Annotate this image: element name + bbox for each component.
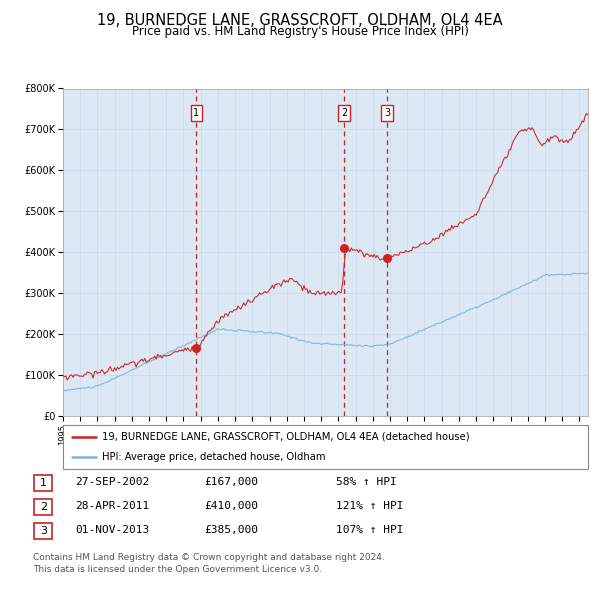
FancyBboxPatch shape <box>34 474 52 491</box>
Text: 27-SEP-2002: 27-SEP-2002 <box>75 477 149 487</box>
Text: 19, BURNEDGE LANE, GRASSCROFT, OLDHAM, OL4 4EA: 19, BURNEDGE LANE, GRASSCROFT, OLDHAM, O… <box>97 13 503 28</box>
Text: £410,000: £410,000 <box>204 502 258 511</box>
Text: 1: 1 <box>40 478 47 487</box>
Text: This data is licensed under the Open Government Licence v3.0.: This data is licensed under the Open Gov… <box>33 565 322 575</box>
Text: 2: 2 <box>341 108 347 118</box>
Text: HPI: Average price, detached house, Oldham: HPI: Average price, detached house, Oldh… <box>103 452 326 462</box>
Text: 107% ↑ HPI: 107% ↑ HPI <box>336 526 404 535</box>
FancyBboxPatch shape <box>34 523 52 539</box>
Text: 121% ↑ HPI: 121% ↑ HPI <box>336 502 404 511</box>
Text: 19, BURNEDGE LANE, GRASSCROFT, OLDHAM, OL4 4EA (detached house): 19, BURNEDGE LANE, GRASSCROFT, OLDHAM, O… <box>103 432 470 442</box>
Text: £167,000: £167,000 <box>204 477 258 487</box>
FancyBboxPatch shape <box>34 499 52 514</box>
Text: 2: 2 <box>40 502 47 512</box>
Text: 3: 3 <box>40 526 47 536</box>
FancyBboxPatch shape <box>63 425 588 469</box>
Text: 58% ↑ HPI: 58% ↑ HPI <box>336 477 397 487</box>
Text: 01-NOV-2013: 01-NOV-2013 <box>75 526 149 535</box>
Text: Contains HM Land Registry data © Crown copyright and database right 2024.: Contains HM Land Registry data © Crown c… <box>33 553 385 562</box>
Text: Price paid vs. HM Land Registry's House Price Index (HPI): Price paid vs. HM Land Registry's House … <box>131 25 469 38</box>
Text: 3: 3 <box>384 108 390 118</box>
Text: 28-APR-2011: 28-APR-2011 <box>75 502 149 511</box>
Text: £385,000: £385,000 <box>204 526 258 535</box>
Text: 1: 1 <box>193 108 199 118</box>
